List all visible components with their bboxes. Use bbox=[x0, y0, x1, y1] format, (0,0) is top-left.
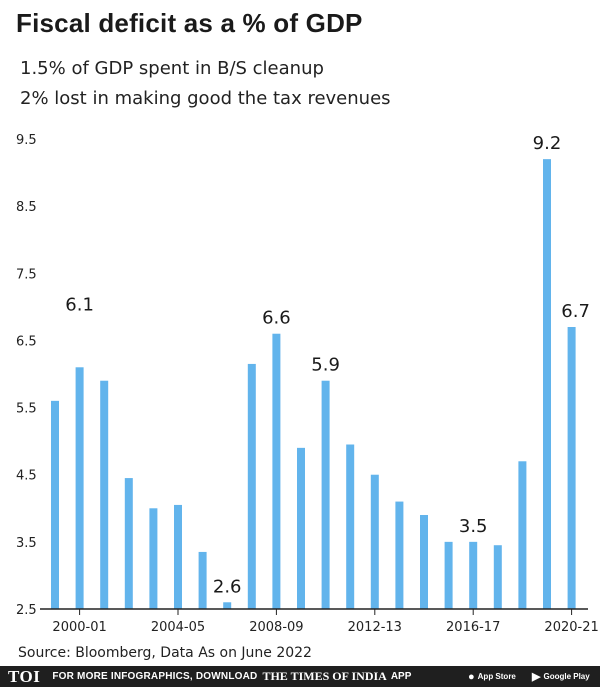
x-tick-label: 2004-05 bbox=[151, 620, 205, 635]
data-label-2001-02: 6.1 bbox=[65, 294, 94, 315]
bar-2003-04 bbox=[124, 478, 133, 609]
y-tick-label: 7.5 bbox=[16, 267, 37, 282]
subtitle-line-2: 2% lost in making good the tax revenues bbox=[20, 88, 391, 109]
x-axis-ticks: 2000-01 2004-05 2008-09 2012-13 2016-17 2020-… bbox=[52, 609, 599, 635]
app-store-label: App Store bbox=[477, 672, 516, 681]
bars bbox=[51, 159, 576, 609]
footer-download-text: FOR MORE INFOGRAPHICS, DOWNLOAD bbox=[52, 671, 258, 682]
toi-logo: TOI bbox=[8, 666, 41, 686]
bar-2008-09 bbox=[247, 363, 256, 609]
google-play-badge[interactable]: ▶ Google Play bbox=[532, 668, 590, 685]
x-tick-label: 2012-13 bbox=[348, 620, 402, 635]
bar-2009-10 bbox=[272, 333, 281, 609]
x-tick-label: 2020-21 bbox=[544, 620, 598, 635]
subtitle-line-1: 1.5% of GDP spent in B/S cleanup bbox=[20, 58, 324, 79]
bar-2017-18 bbox=[469, 541, 478, 609]
google-play-label: Google Play bbox=[543, 672, 590, 681]
bar-2014-15 bbox=[395, 501, 404, 609]
play-triangle-icon: ▶ bbox=[532, 671, 541, 683]
bar-2001-02 bbox=[75, 367, 84, 609]
bar-2013-14 bbox=[370, 474, 379, 609]
footer-app-text: APP bbox=[390, 671, 412, 682]
bar-2018-19 bbox=[493, 545, 502, 609]
data-label-2007-08: 2.6 bbox=[213, 576, 242, 597]
data-label-2011-12: 5.9 bbox=[311, 355, 340, 376]
chart-title: Fiscal deficit as a % of GDP bbox=[16, 8, 363, 38]
y-tick-label: 2.5 bbox=[16, 603, 37, 618]
source-note: Source: Bloomberg, Data As on June 2022 bbox=[18, 645, 312, 661]
y-tick-label: 6.5 bbox=[16, 334, 37, 349]
x-tick-label: 2016-17 bbox=[446, 620, 500, 635]
apple-icon: ● bbox=[468, 670, 475, 683]
x-tick-label: 2008-09 bbox=[249, 620, 303, 635]
data-label-2021-22: 6.7 bbox=[561, 301, 590, 322]
bar-2000-01 bbox=[51, 400, 59, 609]
y-tick-label: 4.5 bbox=[16, 469, 37, 484]
bar-2012-13 bbox=[346, 444, 355, 609]
bar-2004-05 bbox=[149, 508, 158, 609]
x-tick-label: 2000-01 bbox=[52, 620, 106, 635]
bar-2005-06 bbox=[174, 504, 182, 609]
data-label-2009-10: 6.6 bbox=[262, 308, 291, 329]
y-tick-label: 8.5 bbox=[16, 200, 37, 215]
footer-bar: TOI FOR MORE INFOGRAPHICS, DOWNLOAD THE … bbox=[0, 666, 600, 687]
bar-2019-20 bbox=[518, 461, 527, 609]
y-tick-label: 5.5 bbox=[16, 402, 37, 417]
bar-2006-07 bbox=[198, 551, 207, 609]
bar-2007-08 bbox=[223, 602, 232, 609]
data-label-2020-21: 9.2 bbox=[533, 133, 562, 154]
data-label-2017-18: 3.5 bbox=[459, 516, 488, 537]
bar-2020-21 bbox=[543, 159, 551, 609]
fiscal-deficit-bar-chart: 2.5 3.5 4.5 5.5 6.5 7.5 8.5 9.5 6.1 2.6 6.6 5.9 3.5… bbox=[16, 133, 599, 635]
y-tick-label: 9.5 bbox=[16, 133, 37, 148]
footer-brand: THE TIMES OF INDIA bbox=[262, 669, 387, 683]
y-tick-label: 3.5 bbox=[16, 536, 37, 551]
bar-2002-03 bbox=[100, 380, 109, 609]
app-store-badge[interactable]: ● App Store bbox=[468, 668, 516, 685]
bar-2016-17 bbox=[444, 541, 453, 609]
bar-2011-12 bbox=[321, 380, 330, 609]
data-labels: 6.1 2.6 6.6 5.9 3.5 9.2 6.7 bbox=[65, 133, 590, 597]
bar-2015-16 bbox=[420, 515, 428, 609]
y-axis-ticks: 2.5 3.5 4.5 5.5 6.5 7.5 8.5 9.5 bbox=[16, 133, 37, 618]
bar-2010-11 bbox=[297, 447, 305, 609]
bar-2021-22 bbox=[567, 327, 576, 609]
